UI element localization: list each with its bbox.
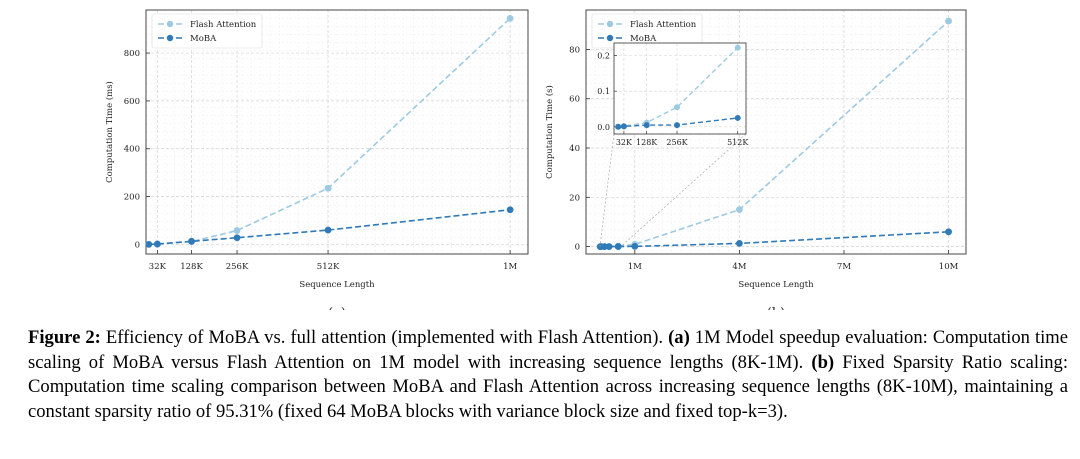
data-point — [506, 14, 514, 22]
inset-data-point — [643, 122, 650, 129]
caption-b-label: (b) — [811, 351, 835, 373]
inset-data-point — [674, 122, 681, 129]
data-point — [233, 227, 241, 234]
panel-a: 32K 128K 256K 512K 1M 0 200 400 600 800 Sequence L… — [104, 9, 529, 310]
y-axis-label: Computation Time (ms) — [104, 81, 115, 183]
x-tick-label: 256K — [226, 262, 249, 272]
data-point — [735, 206, 743, 214]
inset-x-tick-label: 128K — [636, 138, 658, 147]
x-tick-label: 1M — [628, 262, 642, 272]
legend-label: Flash Attention — [190, 20, 257, 30]
inset-series-moba — [615, 114, 741, 130]
data-point — [233, 234, 241, 242]
series-line — [148, 17, 511, 246]
inset-x-tick-label: 512K — [727, 138, 749, 147]
data-point — [945, 17, 952, 25]
legend-label: MoBA — [190, 34, 217, 44]
inset-data-point — [734, 44, 741, 51]
data-point — [735, 240, 743, 247]
data-point — [153, 240, 161, 248]
legend-marker — [606, 34, 614, 42]
data-point — [614, 243, 622, 250]
data-point — [631, 242, 639, 250]
legend: Flash Attention MoBA — [591, 13, 703, 49]
caption-a-label: (a) — [668, 327, 690, 348]
inset-data-point — [734, 114, 741, 121]
inset-plot-area — [614, 43, 746, 134]
legend-box — [151, 13, 263, 49]
data-point — [506, 206, 514, 214]
y-tick-label: 600 — [124, 97, 140, 107]
y-tick-label: 400 — [124, 145, 140, 155]
data-point — [945, 228, 952, 236]
y-axis-label: Computation Time (s) — [544, 85, 555, 179]
x-tick-label: 10M — [939, 262, 959, 272]
x-axis-label: Sequence Length — [738, 280, 814, 290]
y-tick-label: 200 — [124, 193, 140, 203]
caption-a-text: 1M Model speedup evaluation: Computation… — [28, 327, 1069, 373]
data-point — [324, 226, 332, 234]
inset: 32K 128K 256K 512K 0.0 0.1 0.2 — [597, 42, 749, 247]
axes-frame — [585, 9, 967, 255]
y-tick-label: 0 — [135, 240, 140, 250]
y-tick-label: 80 — [569, 45, 580, 55]
inset-x-tick-label: 32K — [616, 138, 633, 147]
inset-connector — [599, 133, 615, 247]
panel-label: (a) — [328, 306, 346, 310]
inset-frame — [613, 42, 747, 135]
data-point — [145, 240, 153, 248]
y-tick-label: 40 — [569, 144, 580, 154]
inset-y-tick-label: 0.2 — [597, 51, 610, 60]
series-moba — [145, 206, 514, 248]
inset-data-point — [615, 123, 622, 130]
legend-label: MoBA — [630, 34, 657, 44]
legend: Flash Attention MoBA — [151, 13, 263, 49]
legend-marker — [606, 20, 614, 28]
inset-x-tick-label: 256K — [666, 138, 688, 147]
axes-frame — [145, 9, 529, 255]
y-tick-label: 0 — [575, 243, 580, 253]
y-tick-label: 20 — [569, 193, 580, 203]
inset-y-tick-label: 0.0 — [597, 123, 610, 132]
x-axis-label: Sequence Length — [299, 280, 375, 290]
inset-data-point — [620, 123, 627, 130]
legend-label: Flash Attention — [630, 20, 697, 30]
caption-intro: Efficiency of MoBA vs. full attention (i… — [100, 327, 669, 348]
x-tick-label: 512K — [317, 262, 340, 272]
caption-figure-label: Figure 2: — [28, 327, 101, 348]
legend-marker — [166, 20, 174, 28]
x-tick-label: 1M — [503, 262, 517, 272]
data-point — [605, 243, 613, 250]
data-point — [188, 237, 195, 245]
x-tick-label: 7M — [837, 262, 851, 272]
panel-label: (b) — [767, 306, 785, 310]
data-point — [324, 184, 332, 192]
x-tick-label: 32K — [149, 262, 167, 272]
grid — [146, 10, 528, 254]
series-line — [148, 208, 511, 246]
inset-data-point — [674, 104, 681, 111]
panel-b: 1M 4M 7M 10M 0 20 40 60 80 Sequence Length Computa… — [544, 9, 967, 310]
caption-b-text: Fixed Sparsity Ratio scaling: Computatio… — [28, 351, 1068, 422]
x-tick-label: 128K — [180, 262, 203, 272]
series-moba — [596, 228, 952, 251]
figure-caption: Figure 2: Efficiency of MoBA vs. full at… — [28, 326, 1068, 424]
y-tick-label: 60 — [569, 95, 580, 105]
legend-marker — [166, 34, 174, 42]
inset-y-tick-label: 0.1 — [597, 87, 610, 96]
inset-connector — [620, 133, 747, 247]
y-tick-label: 800 — [124, 49, 140, 59]
x-tick-label: 4M — [732, 262, 746, 272]
